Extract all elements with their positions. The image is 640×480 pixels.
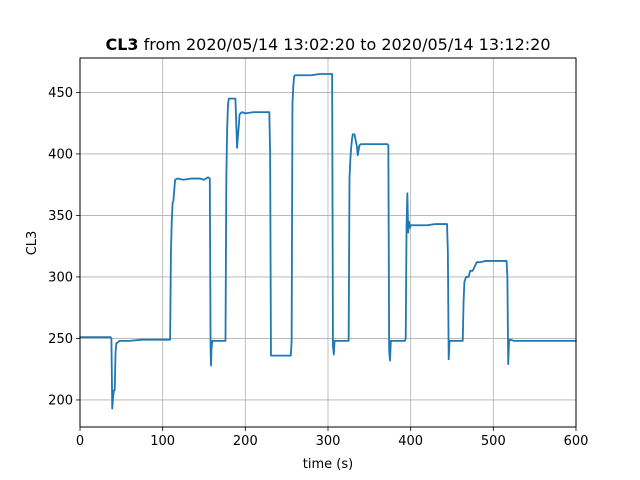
y-axis-ticks: 200 250 300 350 400 450	[48, 86, 80, 408]
x-axis-label: time (s)	[303, 457, 353, 472]
y-tick-label: 250	[48, 332, 73, 347]
y-tick-label: 350	[48, 209, 73, 224]
x-tick-label: 400	[398, 434, 423, 449]
chart-title-rest: from 2020/05/14 13:02:20 to 2020/05/14 1…	[139, 35, 551, 54]
y-tick-label: 200	[48, 393, 73, 408]
x-tick-label: 200	[233, 434, 258, 449]
grid-lines	[79, 58, 577, 427]
x-tick-label: 0	[76, 434, 84, 449]
y-axis-label: CL3	[25, 231, 40, 256]
x-tick-label: 500	[481, 434, 506, 449]
chart-title-bold: CL3	[105, 35, 138, 54]
y-tick-label: 450	[48, 86, 73, 101]
x-tick-label: 300	[316, 434, 341, 449]
x-tick-label: 600	[564, 434, 589, 449]
x-tick-label: 100	[150, 434, 175, 449]
series-line	[79, 73, 577, 410]
chart-title: CL3 from 2020/05/14 13:02:20 to 2020/05/…	[105, 35, 550, 54]
plot-area	[79, 73, 577, 410]
y-tick-label: 400	[48, 147, 73, 162]
y-tick-label: 300	[48, 270, 73, 285]
x-axis-ticks: 0 100 200 300 400 500 600	[76, 427, 589, 449]
